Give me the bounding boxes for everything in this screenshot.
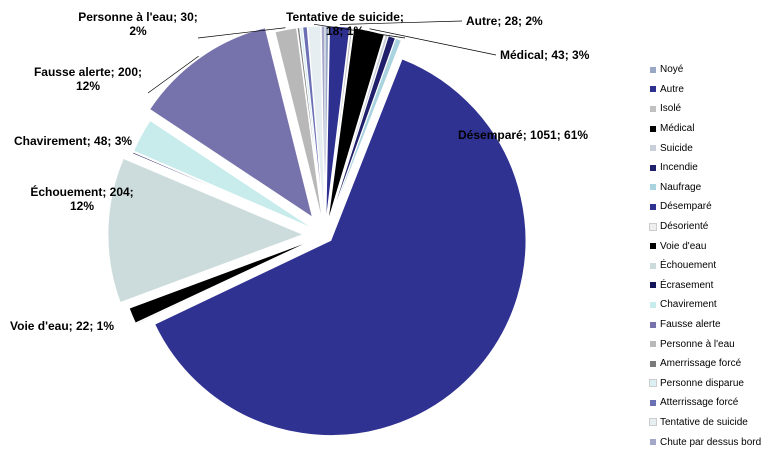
- legend-label-desoriente: Désorienté: [660, 221, 709, 233]
- pie-slice-desempare: [154, 58, 527, 436]
- legend-label-suicide: Suicide: [660, 142, 693, 154]
- legend-label-amerrissage-force: Amerrissage forcé: [660, 358, 742, 370]
- leader-line-fausse-alerte: [147, 55, 199, 94]
- data-label-echouement-line-2: 12%: [70, 199, 94, 213]
- pie-slice-echouement: [107, 158, 305, 303]
- legend-item-desoriente: Désorienté: [649, 217, 784, 237]
- data-labels: Autre; 28; 2% Médical; 43; 3% Désemparé; 1…: [10, 10, 590, 333]
- legend-item-voie-d-eau: Voie d'eau: [650, 236, 784, 256]
- pie-slice-atterrissage-force: [302, 26, 325, 222]
- legend-swatch-echouement: [650, 262, 656, 269]
- legend-item-echouement: Échouement: [650, 256, 784, 276]
- legend-item-fausse-alerte: Fausse alerte: [650, 315, 784, 335]
- legend-label-chavirement: Chavirement: [660, 299, 717, 311]
- pie-slice-voie-d-eau: [128, 240, 313, 324]
- pie-slice-chavirement: [133, 120, 313, 229]
- pie-slice-tentative-de-suicide: [307, 25, 325, 222]
- legend: Noyé Autre Isolé Médical Suicide Incendie Nauf…: [649, 60, 784, 452]
- leader-line-tentative-de-suicide: [314, 23, 406, 39]
- legend-item-suicide: Suicide: [650, 138, 784, 158]
- pie-slice-ecrasement: [132, 151, 313, 230]
- legend-item-chute-par-dessus-bord: Chute par dessus bord: [650, 432, 784, 452]
- legend-item-personne-a-l-eau: Personne à l'eau: [650, 334, 784, 354]
- legend-label-tentative-de-suicide: Tentative de suicide: [660, 416, 748, 428]
- data-label-desempare: Désemparé; 1051; 61%: [458, 128, 588, 142]
- pie-slice-incendie: [329, 35, 396, 222]
- legend-swatch-desempare: [650, 203, 656, 210]
- legend-label-echouement: Échouement: [660, 260, 717, 272]
- legend-swatch-voie-d-eau: [650, 243, 656, 250]
- pie-slice-isole: [326, 27, 354, 222]
- data-label-autre: Autre; 28; 2%: [466, 14, 543, 28]
- legend-label-desempare: Désemparé: [660, 201, 712, 213]
- legend-label-fausse-alerte: Fausse alerte: [660, 319, 721, 331]
- legend-item-personne-disparue: Personne disparue: [649, 374, 784, 394]
- legend-swatch-chute-par-dessus-bord: [650, 439, 656, 446]
- legend-swatch-amerrissage-force: [650, 360, 656, 367]
- legend-swatch-personne-disparue: [649, 379, 657, 388]
- legend-item-medical: Médical: [650, 119, 784, 139]
- leader-line-personne-a-l-eau: [197, 27, 286, 39]
- data-label-tentative-de-suicide: Tentative de suicide;: [286, 10, 404, 24]
- data-label-personne-a-l-eau-line-2: 2%: [129, 24, 147, 38]
- legend-item-chavirement: Chavirement: [650, 295, 784, 315]
- legend-swatch-atterrissage-force: [650, 399, 656, 406]
- legend-label-voie-d-eau: Voie d'eau: [660, 240, 707, 252]
- legend-label-ecrasement: Écrasement: [660, 279, 714, 291]
- data-label-voie-d-eau: Voie d'eau; 22; 1%: [10, 319, 114, 333]
- legend-label-medical: Médical: [660, 123, 695, 135]
- pie-slice-fausse-alerte: [149, 27, 313, 218]
- legend-label-atterrissage-force: Atterrissage forcé: [660, 397, 739, 409]
- legend-item-ecrasement: Écrasement: [650, 276, 784, 296]
- leader-line-medical: [369, 28, 497, 56]
- legend-swatch-desoriente: [649, 222, 657, 231]
- data-label-personne-a-l-eau: Personne à l'eau; 30;: [78, 10, 198, 24]
- legend-item-amerrissage-force: Amerrissage forcé: [650, 354, 784, 374]
- pie-slice-naufrage: [329, 37, 402, 223]
- legend-swatch-autre: [650, 86, 656, 93]
- legend-label-chute-par-dessus-bord: Chute par dessus bord: [660, 436, 762, 448]
- legend-swatch-chavirement: [650, 301, 656, 308]
- data-label-chavirement: Chavirement; 48; 3%: [14, 134, 132, 148]
- legend-label-naufrage: Naufrage: [660, 181, 702, 193]
- legend-swatch-suicide: [650, 145, 656, 152]
- legend-label-isole: Isolé: [660, 103, 682, 115]
- pie-slice-autre: [325, 25, 351, 222]
- legend-swatch-fausse-alerte: [650, 321, 656, 328]
- legend-label-incendie: Incendie: [660, 162, 698, 174]
- legend-item-desempare: Désemparé: [650, 197, 784, 217]
- legend-item-tentative-de-suicide: Tentative de suicide: [649, 413, 784, 433]
- legend-item-isole: Isolé: [650, 99, 784, 119]
- legend-item-autre: Autre: [650, 80, 784, 100]
- legend-swatch-naufrage: [650, 184, 656, 191]
- data-label-echouement: Échouement; 204;: [30, 184, 133, 199]
- legend-swatch-medical: [650, 125, 656, 132]
- data-label-fausse-alerte: Fausse alerte; 200;: [34, 65, 142, 79]
- pie-slice-desoriente: [135, 240, 313, 326]
- leader-line-autre: [339, 20, 463, 25]
- legend-label-noye: Noyé: [660, 64, 684, 76]
- legend-swatch-personne-a-l-eau: [650, 341, 656, 348]
- legend-swatch-isole: [650, 105, 656, 112]
- legend-label-personne-disparue: Personne disparue: [660, 377, 744, 389]
- label-leader-lines: [147, 20, 497, 94]
- data-label-tentative-de-suicide-line-2: 18; 1%: [326, 24, 364, 38]
- legend-item-incendie: Incendie: [650, 158, 784, 178]
- legend-item-naufrage: Naufrage: [650, 178, 784, 198]
- pie-slice-personne-a-l-eau: [274, 27, 323, 222]
- legend-label-autre: Autre: [660, 83, 684, 95]
- data-label-fausse-alerte-line-2: 12%: [76, 79, 100, 93]
- legend-swatch-ecrasement: [650, 282, 656, 289]
- data-label-medical: Médical; 43; 3%: [500, 48, 590, 62]
- legend-swatch-noye: [650, 66, 656, 73]
- legend-swatch-tentative-de-suicide: [649, 418, 657, 427]
- legend-label-personne-a-l-eau: Personne à l'eau: [660, 338, 735, 350]
- legend-item-noye: Noyé: [650, 60, 784, 80]
- legend-swatch-incendie: [650, 164, 656, 171]
- legend-item-atterrissage-force: Atterrissage forcé: [650, 393, 784, 413]
- pie-slices: [107, 25, 527, 436]
